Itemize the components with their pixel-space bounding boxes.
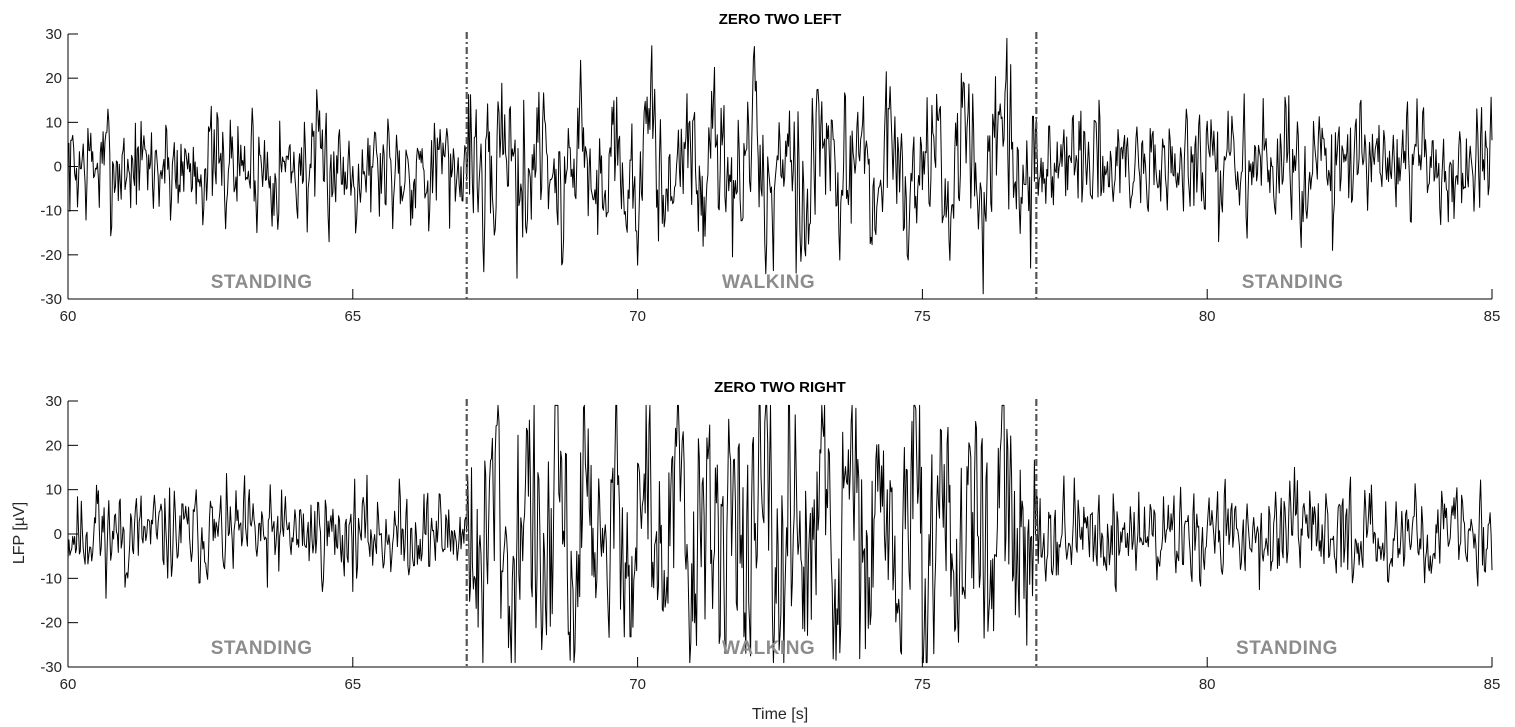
- lfp-trace: [67, 404, 1493, 664]
- phase-label-standing: STANDING: [211, 272, 313, 293]
- y-axis-title: LFP [µV]: [11, 502, 28, 564]
- y-tick-label: 20: [45, 437, 62, 454]
- phase-label-standing: STANDING: [1236, 638, 1338, 659]
- x-axis-title: Time [s]: [752, 706, 808, 723]
- phase-label-walking: WALKING: [722, 272, 815, 293]
- y-tick-label: -10: [40, 570, 62, 587]
- phase-label-standing: STANDING: [1242, 272, 1344, 293]
- chart-title: ZERO TWO RIGHT: [714, 379, 846, 396]
- x-tick-label: 65: [344, 676, 361, 693]
- y-tick-label: 0: [54, 526, 62, 543]
- y-tick-label: 30: [45, 26, 62, 43]
- x-tick-label: 65: [344, 308, 361, 325]
- lfp-trace: [67, 37, 1493, 295]
- x-tick-label: 75: [914, 676, 931, 693]
- panel-zero-two-right: ZERO TWO RIGHT -30 -20 -10 0 10 20 30 60 65 70 75 80…: [11, 379, 1500, 723]
- phase-label-standing: STANDING: [211, 638, 313, 659]
- y-tick-label: -10: [40, 203, 62, 220]
- panel-zero-two-left: ZERO TWO LEFT -30 -20 -10 0 10 20 30 60 65 70 75 80 8…: [40, 11, 1500, 325]
- x-tick-label: 85: [1484, 676, 1501, 693]
- y-tick-label: -30: [40, 291, 62, 308]
- x-tick-label: 60: [60, 308, 77, 325]
- x-tick-label: 70: [629, 676, 646, 693]
- y-tick-label: -20: [40, 615, 62, 632]
- x-tick-label: 70: [629, 308, 646, 325]
- y-tick-label: -30: [40, 659, 62, 676]
- x-tick-label: 85: [1484, 308, 1501, 325]
- y-tick-label: 10: [45, 114, 62, 131]
- x-tick-label: 75: [914, 308, 931, 325]
- y-tick-label: 30: [45, 393, 62, 410]
- y-tick-label: 10: [45, 482, 62, 499]
- x-tick-label: 60: [60, 676, 77, 693]
- y-tick-label: 20: [45, 70, 62, 87]
- y-tick-label: 0: [54, 159, 62, 176]
- x-tick-label: 80: [1199, 308, 1216, 325]
- chart-title: ZERO TWO LEFT: [719, 11, 841, 28]
- phase-label-walking: WALKING: [722, 638, 815, 659]
- y-tick-label: -20: [40, 247, 62, 264]
- x-tick-label: 80: [1199, 676, 1216, 693]
